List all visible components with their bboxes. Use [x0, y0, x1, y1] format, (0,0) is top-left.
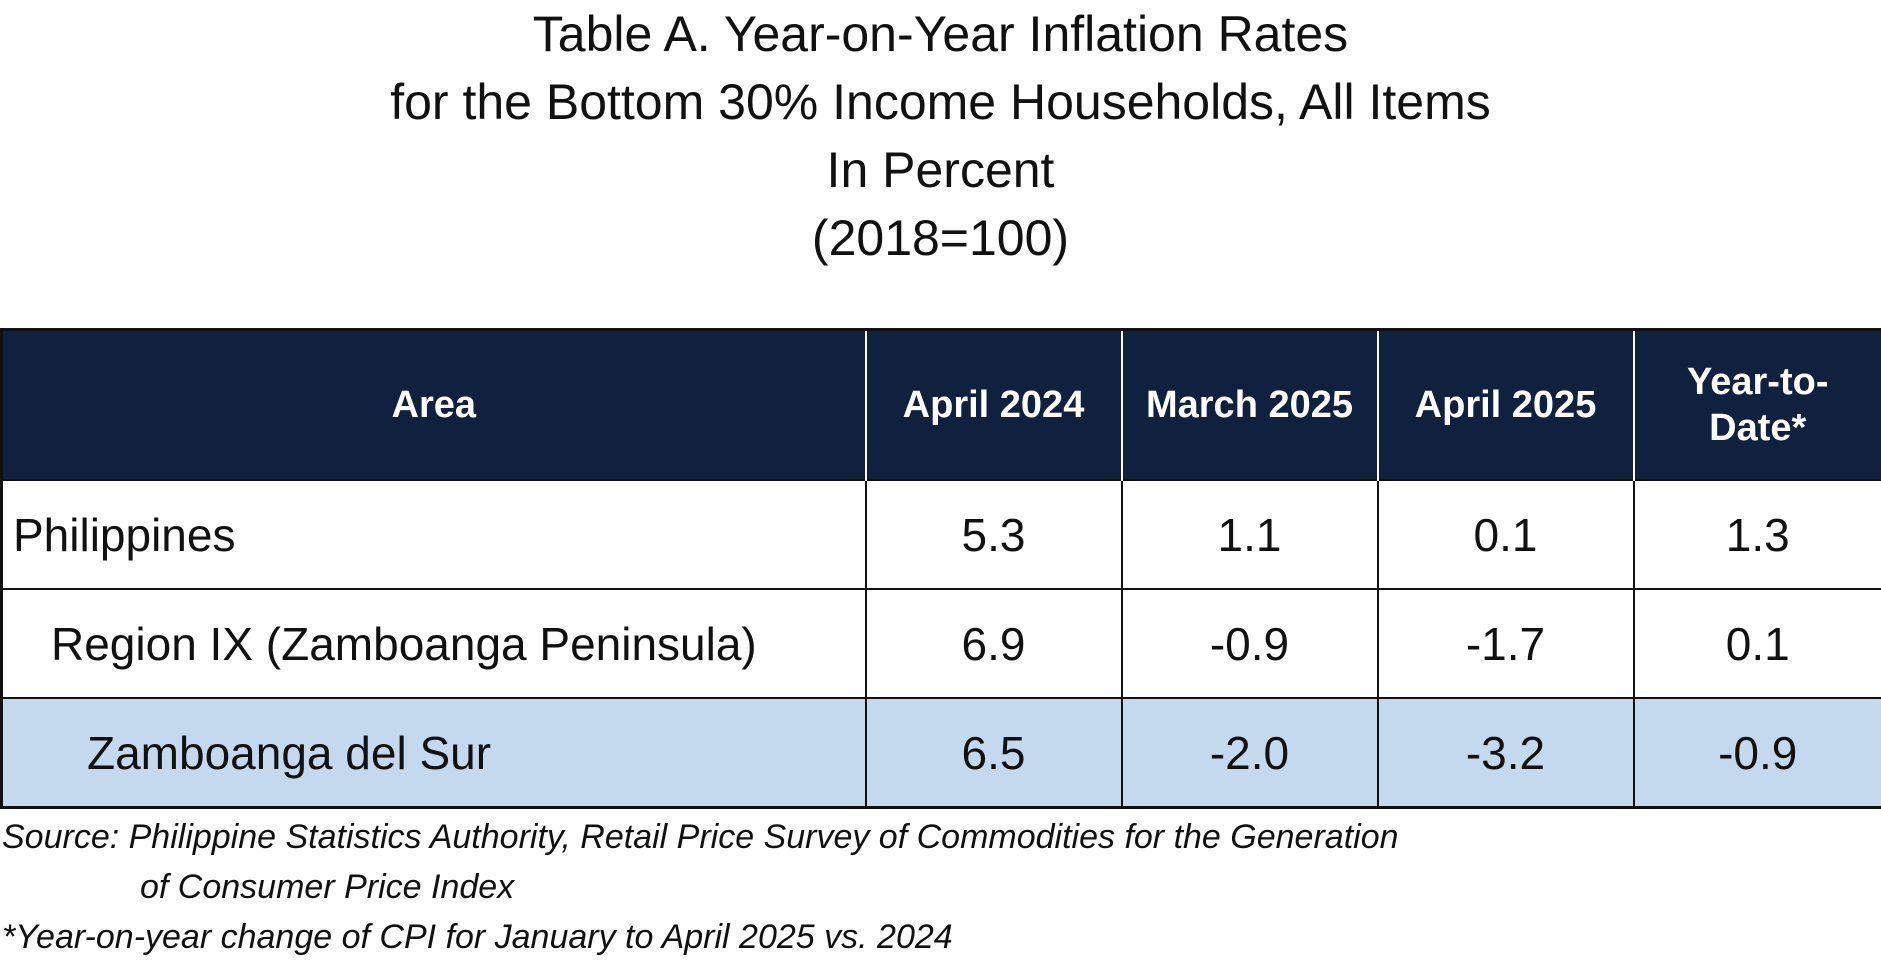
- value-cell: -3.2: [1378, 698, 1634, 808]
- title-line-3: In Percent: [0, 136, 1881, 204]
- asterisk-note: *Year-on-year change of CPI for January …: [2, 912, 1602, 962]
- value-cell: 6.9: [866, 589, 1122, 698]
- value-cell: 6.5: [866, 698, 1122, 808]
- value-cell: 1.3: [1634, 480, 1881, 589]
- source-note-continued: of Consumer Price Index: [2, 862, 1602, 912]
- header-ytd-line2: Date*: [1709, 407, 1806, 449]
- title-line-4: (2018=100): [0, 204, 1881, 272]
- header-area: Area: [2, 330, 866, 481]
- area-cell: Region IX (Zamboanga Peninsula): [2, 589, 866, 698]
- table-row-highlighted: Zamboanga del Sur 6.5 -2.0 -3.2 -0.9: [2, 698, 1881, 808]
- footnotes: Source: Philippine Statistics Authority,…: [2, 812, 1602, 962]
- value-cell: 0.1: [1378, 480, 1634, 589]
- table-row: Philippines 5.3 1.1 0.1 1.3: [2, 480, 1881, 589]
- header-year-to-date: Year-to- Date*: [1634, 330, 1881, 481]
- value-cell: -2.0: [1122, 698, 1378, 808]
- source-note: Source: Philippine Statistics Authority,…: [2, 812, 1602, 862]
- value-cell: 1.1: [1122, 480, 1378, 589]
- header-march-2025: March 2025: [1122, 330, 1378, 481]
- header-april-2024: April 2024: [866, 330, 1122, 481]
- area-cell: Philippines: [2, 480, 866, 589]
- title-line-1: Table A. Year-on-Year Inflation Rates: [0, 0, 1881, 68]
- value-cell: 5.3: [866, 480, 1122, 589]
- table-row: Region IX (Zamboanga Peninsula) 6.9 -0.9…: [2, 589, 1881, 698]
- header-ytd-line1: Year-to-: [1687, 361, 1828, 403]
- inflation-table: Area April 2024 March 2025 April 2025 Ye…: [0, 328, 1881, 809]
- value-cell: -0.9: [1122, 589, 1378, 698]
- area-cell: Zamboanga del Sur: [2, 698, 866, 808]
- table-title: Table A. Year-on-Year Inflation Rates fo…: [0, 0, 1881, 272]
- value-cell: -1.7: [1378, 589, 1634, 698]
- title-line-2: for the Bottom 30% Income Households, Al…: [0, 68, 1881, 136]
- header-row: Area April 2024 March 2025 April 2025 Ye…: [2, 330, 1881, 481]
- value-cell: 0.1: [1634, 589, 1881, 698]
- header-april-2025: April 2025: [1378, 330, 1634, 481]
- value-cell: -0.9: [1634, 698, 1881, 808]
